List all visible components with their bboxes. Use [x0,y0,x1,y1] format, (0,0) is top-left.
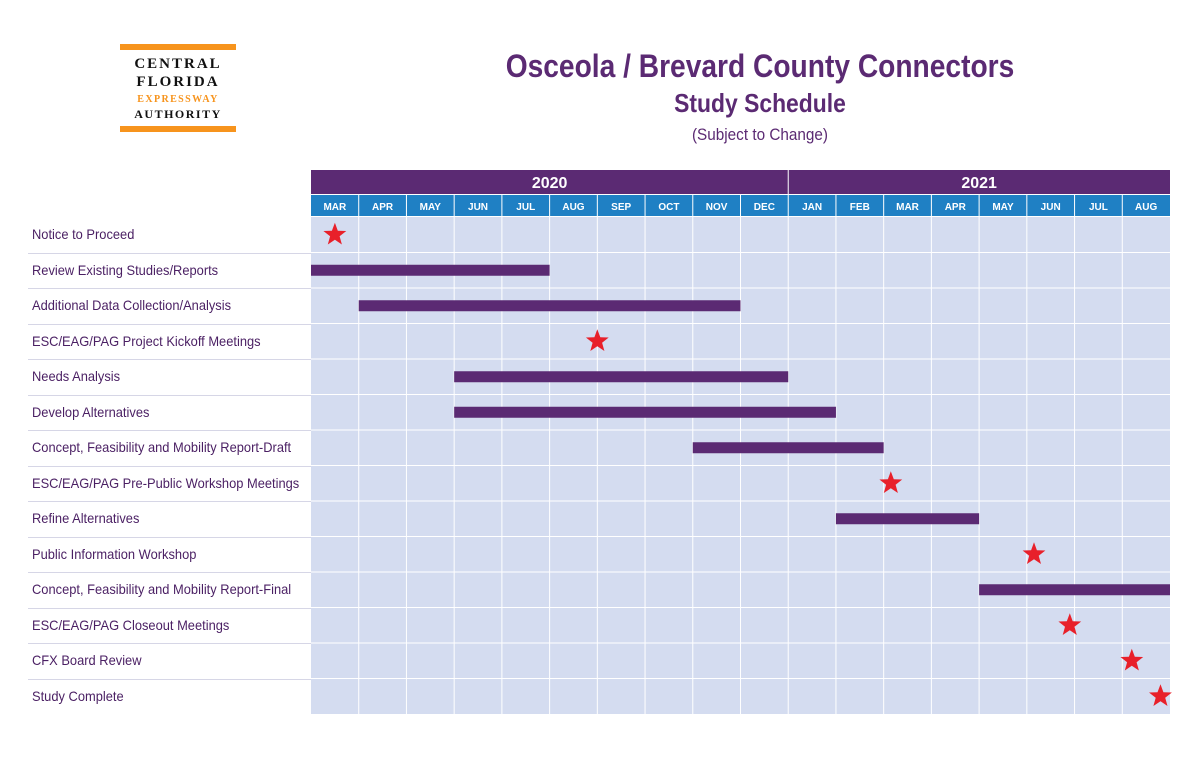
month-cell [1026,195,1075,216]
task-label-separator [28,394,311,396]
task-label: Notice to Proceed [32,226,135,242]
task-label-separator [28,572,311,573]
month-label: JUN [1041,202,1061,213]
month-cell [692,195,741,216]
month-cell [358,195,407,216]
task-label: ESC/EAG/PAG Project Kickoff Meetings [32,332,261,349]
month-cell [835,195,884,216]
month-label: AUG [1135,202,1157,213]
month-cell [979,195,1027,216]
task-bar [454,406,836,418]
month-label: NOV [706,202,728,213]
month-label: SEP [611,202,631,213]
month-cell [931,195,980,216]
page-subtitle: Study Schedule [674,88,846,118]
month-label: APR [372,202,394,213]
task-label-separator [28,643,311,644]
month-label: DEC [754,202,775,213]
month-label: FEB [850,202,870,213]
month-cell [740,195,789,216]
year-label: 2020 [532,175,568,192]
milestone-star-icon [1149,684,1172,706]
month-label: APR [945,202,967,213]
task-label-separator [28,465,311,467]
task-label: Study Complete [32,687,124,704]
task-label: Needs Analysis [32,368,121,384]
logo-top-rule [120,44,236,50]
task-label: Refine Alternatives [32,510,140,526]
task-label: Concept, Feasibility and Mobility Report… [32,439,292,455]
month-cell [597,195,646,216]
month-cell [788,195,836,216]
task-label-separator [28,252,311,254]
task-label-separator [28,288,311,289]
logo-line-florida: FLORIDA [136,74,220,90]
milestone-star-icon [1022,542,1046,564]
task-bar [311,264,550,276]
month-label: JUL [516,202,535,213]
logo-line-expressway: EXPRESSWAY [137,94,219,105]
year-band [311,170,789,194]
month-cell [883,195,932,216]
milestone-star-icon [1120,648,1144,671]
month-cell [454,195,502,216]
month-cell [549,195,598,216]
milestone-star-icon [323,222,347,245]
task-label-separator [28,323,311,325]
month-label: MAR [896,202,920,213]
task-bar [979,584,1170,596]
month-label: MAR [323,202,347,213]
year-label: 2021 [961,175,997,192]
task-label-separator [28,501,311,502]
month-cell [1074,195,1123,216]
task-label-separator [28,678,311,680]
milestone-star-icon [585,329,609,351]
month-label: MAY [992,202,1014,213]
month-cell [645,195,693,216]
month-label: MAY [420,202,442,213]
month-label: JUL [1089,202,1108,213]
month-cell [311,195,359,216]
task-label-separator [28,430,311,431]
month-cell [1122,195,1170,216]
cfx-logo: CENTRAL FLORIDA EXPRESSWAY AUTHORITY [120,44,236,134]
month-label: AUG [562,202,584,213]
month-cell [501,195,550,216]
month-label: JUN [468,202,488,213]
task-label: Review Existing Studies/Reports [32,261,219,278]
task-label: Additional Data Collection/Analysis [32,297,232,313]
year-band [788,170,1170,194]
logo-bottom-rule [120,126,236,132]
task-bar [358,300,741,312]
month-label: JAN [802,202,822,213]
task-label: CFX Board Review [32,652,142,668]
month-cell [406,195,455,216]
milestone-star-icon [879,471,903,493]
milestone-star-icon [1058,613,1082,635]
task-label: Concept, Feasibility and Mobility Report… [32,581,292,597]
task-label: ESC/EAG/PAG Closeout Meetings [32,616,230,633]
task-label-separator [28,536,311,538]
schedule-note: (Subject to Change) [691,125,829,144]
task-label: Public Information Workshop [32,545,197,562]
page-title: Osceola / Brevard County Connectors [505,48,1015,84]
task-label: Develop Alternatives [32,403,150,420]
logo-line-central: CENTRAL [134,56,222,72]
task-label-separator [28,607,311,609]
task-bar [454,371,789,383]
task-bar [692,442,884,454]
task-label-separator [28,359,311,360]
logo-line-authority: AUTHORITY [134,107,222,121]
task-bar [835,513,980,525]
month-label: OCT [658,202,679,213]
task-label: ESC/EAG/PAG Pre-Public Workshop Meetings [32,474,300,491]
